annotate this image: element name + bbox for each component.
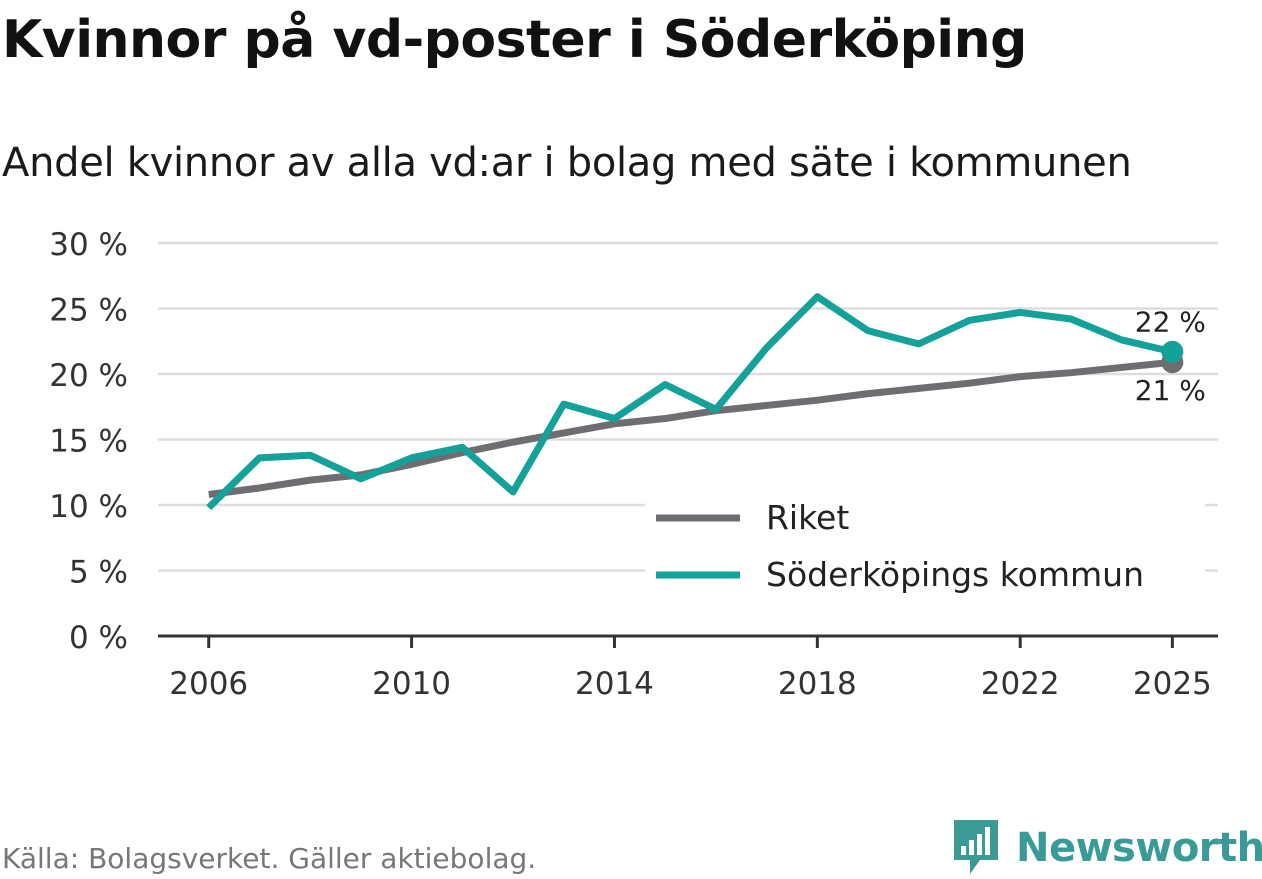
- y-tick-label: 15 %: [49, 424, 128, 460]
- y-tick-label: 30 %: [49, 227, 128, 263]
- y-tick-label: 25 %: [49, 293, 128, 329]
- x-tick-label: 2006: [169, 666, 248, 702]
- source-note: Källa: Bolagsverket. Gäller aktiebolag.: [2, 842, 537, 875]
- brand-name: Newsworthy: [1016, 825, 1262, 871]
- series-end-marker-1: [1161, 340, 1184, 363]
- series-line-1: [206, 293, 1174, 511]
- y-tick-label: 10 %: [49, 489, 128, 525]
- y-tick-label: 5 %: [69, 555, 128, 591]
- y-tick-label: 0 %: [69, 620, 128, 656]
- y-tick-label: 20 %: [49, 358, 128, 394]
- legend-label-1: Söderköpings kommun: [766, 555, 1144, 594]
- legend-label-0: Riket: [766, 498, 849, 537]
- end-label-soderkoping: 22 %: [1135, 306, 1206, 339]
- newsworthy-logo-icon: [954, 820, 998, 874]
- x-tick-label: 2022: [981, 666, 1060, 702]
- end-label-riket: 21 %: [1135, 374, 1206, 407]
- legend-background: [645, 490, 1205, 606]
- brand-logo: Newsworthy: [950, 818, 1262, 878]
- x-tick-label: 2014: [575, 666, 654, 702]
- x-tick-label: 2025: [1133, 666, 1212, 702]
- x-tick-label: 2010: [372, 666, 451, 702]
- chart-subtitle: Andel kvinnor av alla vd:ar i bolag med …: [2, 140, 1132, 186]
- chart-title: Kvinnor på vd-poster i Söderköping: [2, 10, 1027, 70]
- x-tick-label: 2018: [778, 666, 857, 702]
